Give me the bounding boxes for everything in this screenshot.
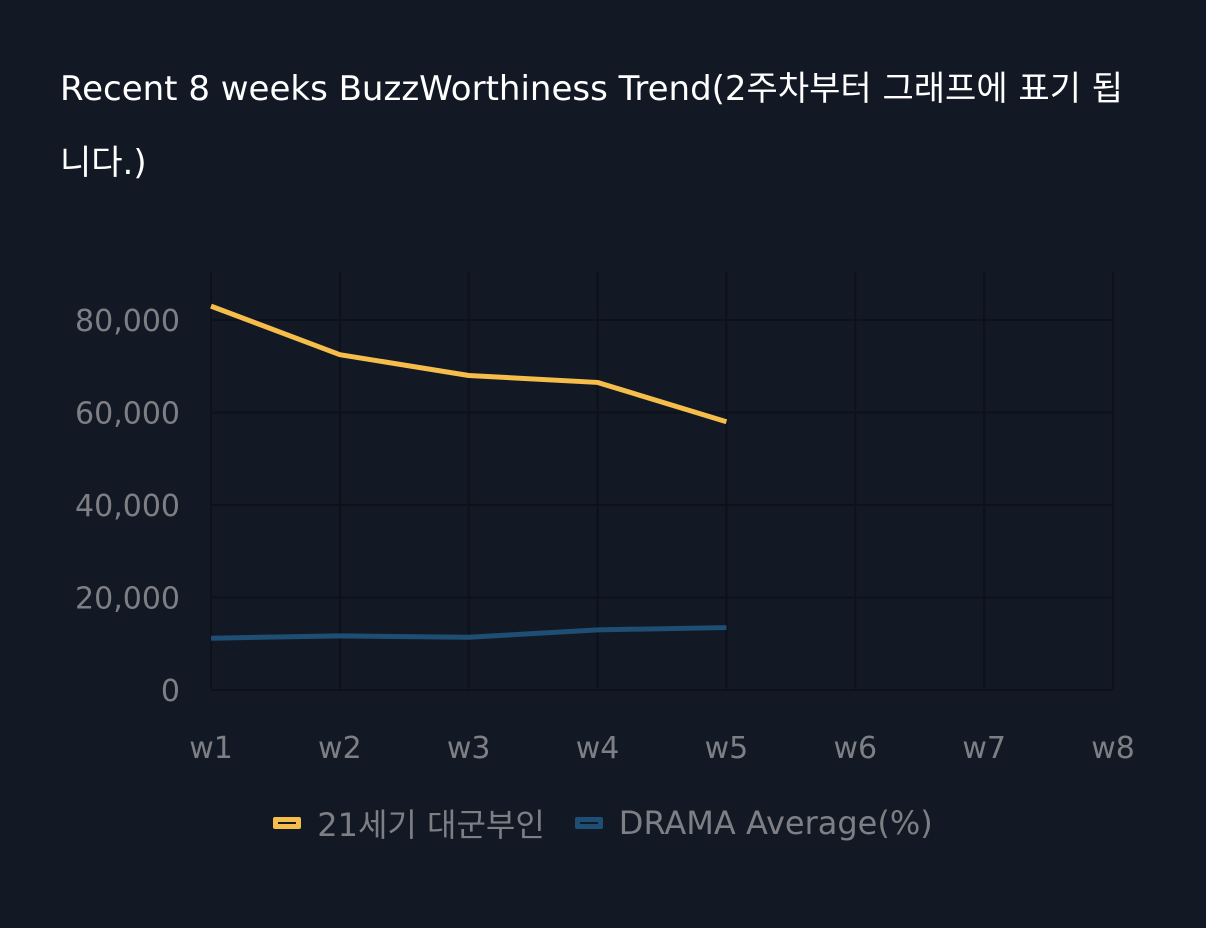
x-axis: w1 w2 w3 w4 w5 w6 w7 w8 <box>189 731 1135 766</box>
y-axis: 0 20,000 40,000 60,000 80,000 <box>75 304 180 709</box>
x-tick-label: w7 <box>962 731 1006 766</box>
legend-item-series-1[interactable]: 21세기 대군부인 <box>273 800 545 846</box>
legend-item-series-2[interactable]: DRAMA Average(%) <box>574 804 933 842</box>
x-tick-label: w4 <box>576 731 620 766</box>
y-tick-label: 60,000 <box>75 397 180 432</box>
x-tick-label: w8 <box>1091 731 1135 766</box>
x-tick-label: w3 <box>447 731 491 766</box>
x-tick-label: w6 <box>833 731 877 766</box>
legend: 21세기 대군부인 DRAMA Average(%) <box>0 800 1206 846</box>
legend-swatch-series-2 <box>574 817 603 829</box>
x-tick-label: w5 <box>705 731 749 766</box>
y-tick-label: 0 <box>161 674 180 709</box>
y-tick-label: 20,000 <box>75 582 180 617</box>
series-line-1 <box>210 303 728 425</box>
legend-label-series-1: 21세기 대군부인 <box>317 806 545 844</box>
legend-swatch-series-1 <box>273 817 302 829</box>
chart-title: Recent 8 weeks BuzzWorthiness Trend(2주차부… <box>60 69 1124 183</box>
series-line-2 <box>210 625 727 641</box>
x-tick-label: w1 <box>189 731 233 766</box>
y-tick-label: 80,000 <box>75 304 180 339</box>
y-tick-label: 40,000 <box>75 489 180 524</box>
grid <box>210 272 1114 691</box>
legend-label-series-2: DRAMA Average(%) <box>618 804 933 842</box>
x-tick-label: w2 <box>318 731 362 766</box>
series-group <box>210 303 728 641</box>
